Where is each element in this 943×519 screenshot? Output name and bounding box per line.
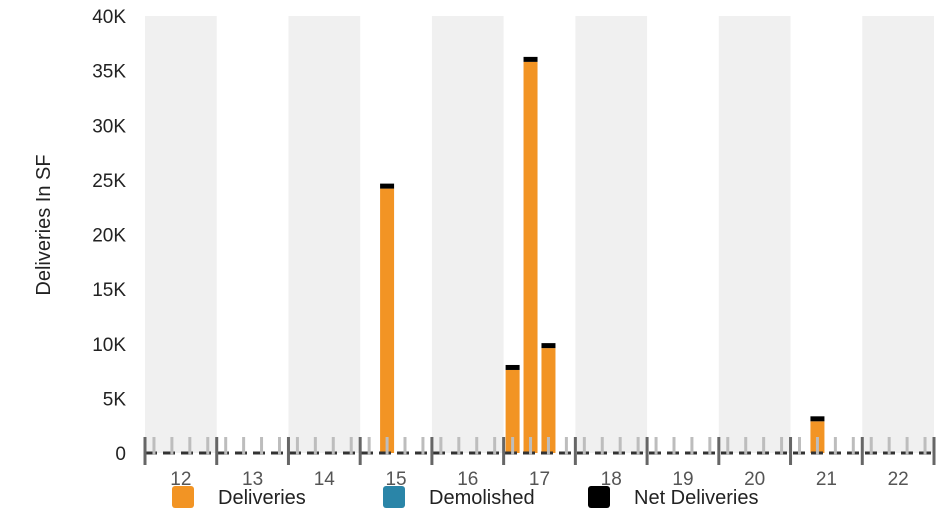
net-deliveries-marker-17-q3: [541, 343, 556, 349]
y-axis-label: Deliveries In SF: [33, 154, 55, 295]
x-tick-label: 16: [457, 469, 478, 490]
x-tick-label: 12: [170, 469, 191, 490]
x-tick-label: 21: [816, 469, 837, 490]
deliveries-bar-15-q2: [380, 188, 395, 454]
net-deliveries-marker-21-q2: [810, 416, 825, 422]
y-tick-label: 5K: [103, 389, 127, 410]
legend-item: Deliveries: [172, 486, 306, 509]
net-deliveries-marker-17-q2: [523, 56, 538, 62]
deliveries-bar-17-q2: [523, 61, 538, 453]
y-tick-label: 10K: [92, 335, 126, 356]
y-tick-label: 35K: [92, 62, 126, 83]
x-tick-label: 20: [744, 469, 765, 490]
legend-label: Deliveries: [218, 487, 306, 509]
y-tick-label: 30K: [92, 116, 126, 137]
bars: [380, 56, 825, 454]
legend-item: Net Deliveries: [588, 486, 758, 509]
year-band-16: [431, 16, 504, 453]
year-band-22: [862, 16, 934, 453]
net-deliveries-marker-15-q2: [380, 183, 395, 189]
x-tick-label: 22: [888, 469, 909, 490]
legend-label: Net Deliveries: [634, 487, 758, 509]
y-tick-label: 20K: [92, 226, 126, 247]
legend-swatch: [588, 486, 610, 508]
year-band-12: [145, 16, 217, 453]
x-tick-label: 13: [242, 469, 263, 490]
y-axis: 0 5K 10K 15K 20K 25K 30K 35K 40K: [92, 7, 126, 465]
year-band-14: [288, 16, 361, 453]
x-tick-label: 17: [529, 469, 550, 490]
x-tick-label: 15: [385, 469, 406, 490]
year-bands: [145, 16, 934, 453]
legend-swatch: [172, 486, 194, 508]
deliveries-bar-17-q1: [505, 369, 520, 453]
legend-label: Demolished: [429, 487, 535, 509]
y-tick-label: 40K: [92, 7, 126, 28]
deliveries-bar-17-q3: [541, 348, 556, 453]
y-tick-label: 0: [115, 444, 126, 465]
x-tick-label: 19: [672, 469, 693, 490]
legend-item: Demolished: [383, 486, 535, 509]
year-band-18: [575, 16, 648, 453]
x-axis: 12 13 14 15 16 17 18 19 20 21 22: [143, 437, 936, 490]
x-tick-label: 14: [314, 469, 336, 490]
year-band-20: [718, 16, 791, 453]
y-tick-label: 25K: [92, 171, 126, 192]
x-tick-label: 18: [601, 469, 622, 490]
legend-swatch: [383, 486, 405, 508]
legend: Deliveries Demolished Net Deliveries: [172, 486, 758, 509]
y-tick-label: 15K: [92, 280, 126, 301]
net-deliveries-marker-17-q1: [505, 364, 520, 370]
